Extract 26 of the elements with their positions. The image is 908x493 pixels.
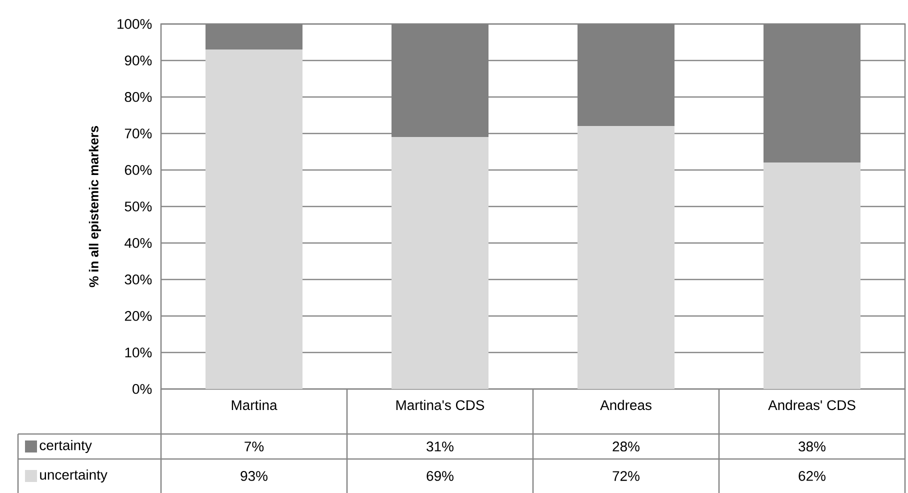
x-tick-label: Andreas [600,400,652,410]
y-tick-label: 70% [124,128,152,138]
data-label: 7% [244,442,264,452]
y-tick-label: 90% [124,56,152,66]
x-tick-label: Martina's CDS [396,400,484,410]
data-label: 38% [798,442,826,452]
x-tick-label: Andreas' CDS [768,400,856,410]
data-label: 72% [612,471,640,481]
x-tick-label: Martina [232,400,278,410]
y-tick-label: 50% [124,202,152,212]
y-tick-label: 20% [124,311,152,321]
data-label: 69% [426,471,454,481]
data-label: 62% [798,471,826,481]
y-axis-title: % in all epistemic markers [88,126,101,288]
data-label: 28% [612,442,640,452]
data-label: 93% [240,471,268,481]
data-label: 31% [426,442,454,452]
legend-label: uncertainty [40,469,108,482]
y-tick-label: 10% [125,348,152,358]
legend-label: certainty [40,440,92,453]
y-tick-label: 40% [124,238,152,248]
y-tick-label: 60% [124,165,152,175]
y-tick-label: 100% [118,19,152,29]
y-tick-label: 80% [124,92,152,102]
y-tick-label: 0% [132,384,152,394]
y-tick-label: 30% [124,274,152,284]
